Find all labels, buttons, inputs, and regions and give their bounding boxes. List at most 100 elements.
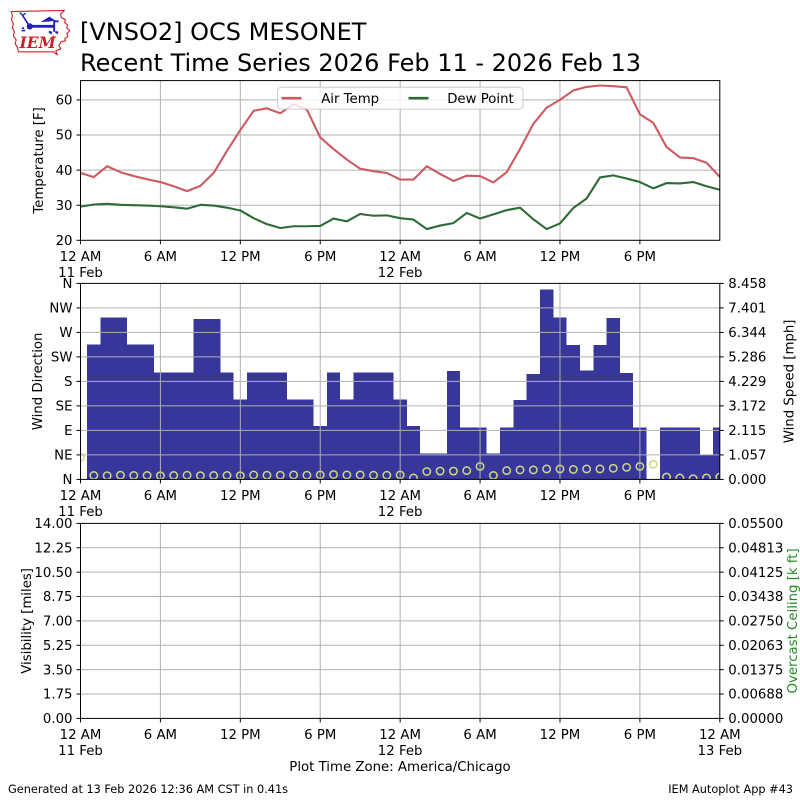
wind-direction-bar	[486, 453, 501, 480]
x-tick-label: 12 AM	[60, 489, 102, 504]
wind-speed-marker	[662, 472, 671, 480]
y-tick-label-right: 6.344	[728, 326, 766, 341]
y-tick-label: 7.00	[43, 615, 73, 630]
x-tick-label: 12 AM	[60, 250, 102, 265]
x-tick-label: 6 PM	[304, 489, 336, 504]
x-axis-label: Plot Time Zone: America/Chicago	[289, 760, 511, 775]
x-tick-date-label: 12 Feb	[378, 266, 423, 281]
y-tick-label: NW	[49, 302, 72, 317]
y-tick-label: N	[63, 277, 73, 292]
x-tick-date-label: 11 Feb	[58, 505, 103, 520]
wind-speed-marker	[688, 474, 698, 480]
y-tick-label: 10.50	[34, 566, 72, 581]
y-tick-label-right: 7.401	[728, 302, 766, 317]
wind-direction-bar	[500, 427, 514, 480]
y-tick-label: S	[64, 375, 72, 390]
wind-direction-bar	[353, 372, 367, 480]
x-tick-label: 12 PM	[220, 250, 261, 265]
x-tick-label: 6 AM	[463, 250, 496, 265]
wind-direction-bar	[207, 318, 221, 480]
y-tick-label: 14.00	[34, 517, 72, 532]
wind-direction-bar	[699, 454, 714, 480]
y-tick-label-right: 0.01375	[728, 663, 783, 678]
y-tick-label: 20	[56, 234, 73, 249]
dew-point-line	[80, 174, 721, 231]
wind-speed-marker	[568, 464, 578, 474]
wind-direction-bar	[380, 372, 394, 480]
wind-direction-bar	[460, 427, 474, 480]
wind-direction-bar	[326, 372, 341, 480]
x-tick-label: 12 AM	[699, 728, 741, 743]
y-tick-label-right: 5.286	[728, 351, 766, 366]
wind-speed-marker	[448, 466, 458, 476]
y-tick-label: N	[63, 473, 73, 488]
wind-speed-marker	[542, 464, 552, 474]
ceiling-axis-label: Overcast Ceiling [k ft]	[786, 548, 800, 693]
x-tick-label: 12 AM	[379, 489, 421, 504]
wind-speed-marker	[289, 470, 299, 480]
wind-speed-marker	[622, 462, 632, 472]
app-credit: IEM Autoplot App #43	[668, 783, 793, 796]
iem-logo: IEM	[10, 9, 71, 56]
wind-direction-bar	[246, 372, 261, 480]
x-tick-date-label: 11 Feb	[58, 266, 103, 281]
x-tick-label: 6 PM	[624, 728, 656, 743]
wind-direction-bar	[406, 426, 421, 480]
y-tick-label: NE	[54, 449, 72, 464]
wind-direction-bar	[513, 399, 527, 480]
wind-direction-axis-label: Wind Direction	[31, 333, 46, 431]
wind-clipped-content	[80, 289, 720, 480]
wind-direction-bar	[540, 289, 554, 480]
wind-speed-marker	[435, 466, 445, 476]
air-temp-line	[80, 84, 721, 193]
y-tick-label: 5.25	[43, 639, 73, 654]
y-tick-label-right: 1.057	[728, 449, 766, 464]
y-tick-label: SE	[56, 400, 73, 415]
wind-direction-bar	[300, 399, 314, 480]
x-tick-label: 12 PM	[540, 728, 581, 743]
temperature-axis-label: Temperature [F]	[32, 107, 47, 214]
y-tick-label: 0.00	[43, 712, 73, 727]
y-tick-label: 1.75	[43, 688, 73, 703]
logo-text: IEM	[19, 33, 57, 52]
x-tick-label: 6 PM	[304, 250, 336, 265]
wind-speed-marker	[702, 473, 711, 480]
wind-direction-bar	[366, 372, 381, 480]
wind-speed-marker	[648, 459, 658, 469]
y-tick-label: 8.75	[43, 590, 73, 605]
y-tick-label-right: 0.02750	[728, 615, 783, 630]
wind-direction-bar	[659, 427, 674, 480]
x-tick-label: 6 AM	[144, 728, 177, 743]
wind-direction-bar	[579, 370, 594, 480]
wind-direction-bar	[87, 344, 101, 480]
wind-speed-marker	[502, 466, 512, 476]
y-tick-label-right: 2.115	[728, 424, 766, 439]
y-tick-label-right: 0.000	[728, 473, 766, 488]
visibility-axis-label: Visibility [miles]	[20, 568, 35, 674]
wind-direction-bar	[713, 427, 720, 480]
wind-speed-marker	[608, 463, 618, 473]
wind-speed-marker	[249, 470, 259, 480]
wind-speed-axis-label: Wind Speed [mph]	[783, 320, 798, 444]
wind-direction-bar	[446, 371, 461, 480]
y-tick-label: 40	[56, 164, 73, 179]
wind-direction-bar	[686, 427, 700, 480]
y-tick-label-right: 8.458	[728, 277, 766, 292]
wind-speed-marker	[515, 465, 525, 475]
legend-label: Dew Point	[447, 92, 514, 107]
x-tick-label: 12 PM	[220, 728, 261, 743]
x-tick-label: 12 AM	[60, 728, 102, 743]
y-tick-label-right: 0.03438	[728, 590, 783, 605]
wind-direction-bar	[593, 344, 607, 480]
y-tick-label-right: 4.229	[728, 375, 766, 390]
y-tick-label: 12.25	[34, 541, 72, 556]
x-tick-label: 6 PM	[624, 250, 656, 265]
anemometer-icon	[19, 12, 59, 38]
wind-direction-bar	[260, 372, 274, 480]
wind-speed-marker	[342, 470, 352, 480]
x-tick-date-label: 12 Feb	[378, 505, 423, 520]
legend-box	[277, 86, 524, 110]
wind-direction-bar	[673, 427, 687, 480]
